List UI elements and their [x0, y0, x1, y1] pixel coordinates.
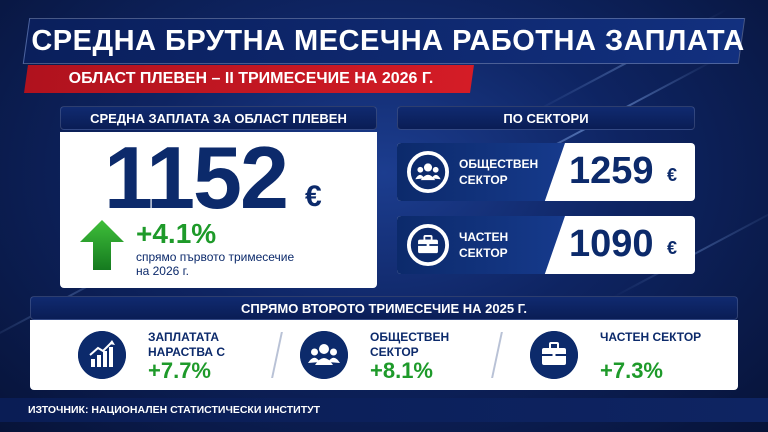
page-title: СРЕДНА БРУТНА МЕСЕЧНА РАБОТНА ЗАПЛАТА [31, 24, 745, 57]
public-sector-card: ОБЩЕСТВЕН СЕКТОР 1259 € [397, 143, 695, 201]
comparison-item-private: ЧАСТЕН СЕКТОР +7.3% [530, 320, 730, 390]
briefcase-icon [407, 224, 449, 266]
growth-chart-icon [78, 331, 126, 379]
briefcase-icon [530, 331, 578, 379]
public-sector-value: 1259 [569, 150, 654, 192]
people-icon [300, 331, 348, 379]
quarterly-change-note: спрямо първото тримесечие на 2026 г. [136, 250, 295, 278]
people-icon [407, 151, 449, 193]
comparison-public-label: ОБЩЕСТВЕН СЕКТОР [370, 330, 450, 359]
comparison-panel-header: СПРЯМО ВТОРОТО ТРИМЕСЕЧИЕ НА 2025 Г. [30, 296, 738, 320]
comparison-total-label: ЗАПЛАТАТА НАРАСТВА С [148, 330, 226, 359]
private-sector-label: ЧАСТЕН СЕКТОР [459, 230, 509, 260]
comparison-card: ЗАПЛАТАТА НАРАСТВА С +7.7% ОБЩЕСТВЕН СЕК… [30, 320, 738, 390]
comparison-item-public: ОБЩЕСТВЕН СЕКТОР +8.1% [300, 320, 500, 390]
page-subtitle: ОБЛАСТ ПЛЕВЕН – II ТРИМЕСЕЧИЕ НА 2026 Г. [68, 70, 434, 87]
private-sector-value: 1090 [569, 223, 654, 265]
sectors-panel-header: ПО СЕКТОРИ [397, 106, 695, 130]
comparison-public-value: +8.1% [370, 358, 433, 383]
source-credit: ИЗТОЧНИК: НАЦИОНАЛЕН СТАТИСТИЧЕСКИ ИНСТИ… [28, 404, 321, 416]
public-sector-currency: € [667, 165, 678, 185]
private-sector-currency: € [667, 238, 678, 258]
private-sector-card: ЧАСТЕН СЕКТОР 1090 € [397, 216, 695, 274]
comparison-total-value: +7.7% [148, 358, 211, 383]
comparison-item-total: ЗАПЛАТАТА НАРАСТВА С +7.7% [78, 320, 278, 390]
public-sector-label: ОБЩЕСТВЕН СЕКТОР [459, 157, 539, 187]
comparison-private-value: +7.3% [600, 358, 663, 383]
arrow-up-icon [80, 220, 124, 270]
quarterly-change-value: +4.1% [136, 218, 217, 249]
main-salary-card: 1152 € +4.1% спрямо първото тримесечие н… [60, 132, 377, 288]
main-panel-header: СРЕДНА ЗАПЛАТА ЗА ОБЛАСТ ПЛЕВЕН [60, 106, 377, 130]
average-salary-currency: € [305, 180, 322, 213]
comparison-private-label: ЧАСТЕН СЕКТОР [600, 330, 702, 344]
average-salary-value: 1152 [104, 128, 289, 227]
source-bar [0, 398, 768, 422]
